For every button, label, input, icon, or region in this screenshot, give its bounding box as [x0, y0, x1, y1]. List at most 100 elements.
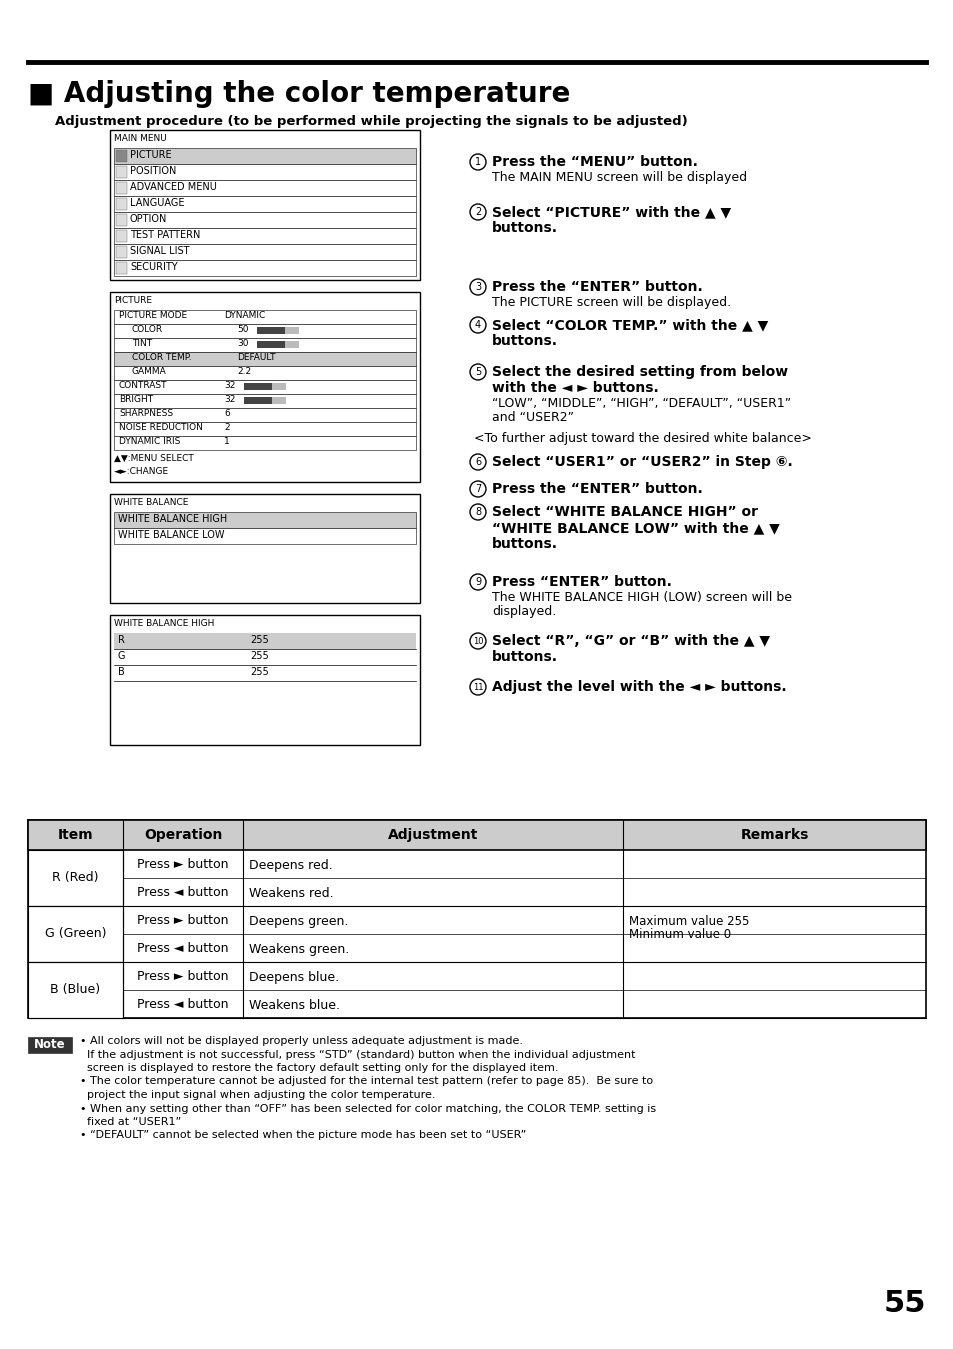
Text: • When any setting other than “OFF” has been selected for color matching, the CO: • When any setting other than “OFF” has …: [80, 1103, 656, 1113]
Text: buttons.: buttons.: [492, 537, 558, 550]
Text: screen is displayed to restore the factory default setting only for the displaye: screen is displayed to restore the facto…: [80, 1063, 558, 1072]
Bar: [28, 962, 123, 1018]
Text: 7: 7: [475, 484, 480, 494]
Text: 2: 2: [475, 206, 480, 217]
Text: The WHITE BALANCE HIGH (LOW) screen will be: The WHITE BALANCE HIGH (LOW) screen will…: [492, 591, 791, 604]
Bar: [113, 228, 416, 244]
Text: 255: 255: [250, 666, 269, 677]
Bar: [28, 820, 925, 850]
Text: WHITE BALANCE: WHITE BALANCE: [113, 498, 188, 507]
Text: DYNAMIC IRIS: DYNAMIC IRIS: [119, 437, 180, 447]
Text: Adjust the level with the ◄ ► buttons.: Adjust the level with the ◄ ► buttons.: [492, 680, 786, 693]
Bar: [272, 383, 286, 390]
Text: Press the “ENTER” button.: Press the “ENTER” button.: [492, 281, 702, 294]
Text: • “DEFAULT” cannot be selected when the picture mode has been set to “USER”: • “DEFAULT” cannot be selected when the …: [80, 1130, 526, 1140]
Text: 9: 9: [475, 577, 480, 587]
Text: WHITE BALANCE HIGH: WHITE BALANCE HIGH: [118, 514, 227, 523]
Text: Select “PICTURE” with the ▲ ▼: Select “PICTURE” with the ▲ ▼: [492, 205, 730, 219]
Text: Operation: Operation: [144, 828, 222, 842]
Text: OPTION: OPTION: [130, 214, 167, 224]
Text: ◄►:CHANGE: ◄►:CHANGE: [113, 467, 169, 476]
Text: SHARPNESS: SHARPNESS: [119, 410, 172, 418]
Bar: [116, 198, 127, 210]
Text: 50: 50: [236, 325, 248, 335]
Bar: [256, 326, 285, 335]
Bar: [113, 179, 416, 196]
Bar: [28, 1037, 71, 1054]
Bar: [113, 380, 416, 394]
Text: SIGNAL LIST: SIGNAL LIST: [130, 246, 190, 256]
Text: Press “ENTER” button.: Press “ENTER” button.: [492, 575, 671, 590]
Text: COLOR: COLOR: [132, 325, 163, 335]
Bar: [28, 850, 123, 907]
Bar: [113, 165, 416, 179]
Bar: [113, 212, 416, 228]
Bar: [244, 397, 272, 403]
Text: Select “USER1” or “USER2” in Step ⑥.: Select “USER1” or “USER2” in Step ⑥.: [492, 455, 792, 469]
Text: 30: 30: [236, 340, 248, 348]
Bar: [113, 260, 416, 277]
Text: 32: 32: [224, 395, 235, 405]
Text: Select “COLOR TEMP.” with the ▲ ▼: Select “COLOR TEMP.” with the ▲ ▼: [492, 318, 767, 332]
Text: 1: 1: [475, 156, 480, 167]
Text: 4: 4: [475, 320, 480, 331]
Bar: [113, 196, 416, 212]
Text: NOISE REDUCTION: NOISE REDUCTION: [119, 424, 203, 433]
Text: Weakens blue.: Weakens blue.: [249, 1000, 339, 1012]
Bar: [113, 352, 416, 366]
Text: Press the “MENU” button.: Press the “MENU” button.: [492, 155, 698, 169]
Bar: [256, 341, 285, 348]
Text: 32: 32: [224, 382, 235, 390]
Text: ▲▼:MENU SELECT: ▲▼:MENU SELECT: [113, 455, 193, 463]
Text: Deepens green.: Deepens green.: [249, 915, 348, 928]
Text: MAIN MENU: MAIN MENU: [113, 134, 167, 143]
Text: 8: 8: [475, 507, 480, 517]
Text: R (Red): R (Red): [52, 871, 99, 885]
Bar: [110, 130, 419, 281]
Text: LANGUAGE: LANGUAGE: [130, 198, 184, 208]
Bar: [113, 339, 416, 352]
Bar: [116, 150, 127, 162]
Text: DEFAULT: DEFAULT: [236, 353, 275, 363]
Bar: [116, 166, 127, 178]
Text: Press the “ENTER” button.: Press the “ENTER” button.: [492, 482, 702, 496]
Bar: [244, 383, 272, 390]
Text: • All colors will not be displayed properly unless adequate adjustment is made.: • All colors will not be displayed prope…: [80, 1036, 522, 1045]
Text: TINT: TINT: [132, 340, 152, 348]
Bar: [113, 527, 416, 544]
Bar: [113, 324, 416, 339]
Text: and “USER2”: and “USER2”: [492, 411, 574, 424]
Bar: [113, 394, 416, 407]
Text: 255: 255: [250, 635, 269, 645]
Text: PICTURE MODE: PICTURE MODE: [119, 312, 187, 321]
Text: R: R: [118, 635, 125, 645]
Text: 10: 10: [473, 637, 483, 646]
Text: 6: 6: [224, 410, 230, 418]
Bar: [285, 341, 298, 348]
Bar: [110, 291, 419, 482]
Text: Select the desired setting from below: Select the desired setting from below: [492, 366, 787, 379]
Text: 5: 5: [475, 367, 480, 376]
Text: 11: 11: [473, 683, 483, 692]
Text: Item: Item: [57, 828, 93, 842]
Text: COLOR TEMP.: COLOR TEMP.: [132, 353, 192, 363]
Text: CONTRAST: CONTRAST: [119, 382, 168, 390]
Text: 6: 6: [475, 457, 480, 467]
Bar: [113, 148, 416, 165]
Bar: [110, 494, 419, 603]
Text: • The color temperature cannot be adjusted for the internal test pattern (refer : • The color temperature cannot be adjust…: [80, 1077, 653, 1086]
Bar: [113, 244, 416, 260]
Text: project the input signal when adjusting the color temperature.: project the input signal when adjusting …: [80, 1090, 435, 1099]
Text: B: B: [118, 666, 125, 677]
Text: B (Blue): B (Blue): [51, 983, 100, 997]
Text: WHITE BALANCE LOW: WHITE BALANCE LOW: [118, 530, 224, 540]
Text: The PICTURE screen will be displayed.: The PICTURE screen will be displayed.: [492, 295, 730, 309]
Text: ■ Adjusting the color temperature: ■ Adjusting the color temperature: [28, 80, 570, 108]
Text: Minimum value 0: Minimum value 0: [628, 928, 730, 942]
Text: with the ◄ ► buttons.: with the ◄ ► buttons.: [492, 380, 659, 395]
Text: 3: 3: [475, 282, 480, 291]
Text: Note: Note: [34, 1039, 66, 1051]
Bar: [116, 246, 127, 258]
Text: BRIGHT: BRIGHT: [119, 395, 153, 405]
Bar: [113, 513, 416, 527]
